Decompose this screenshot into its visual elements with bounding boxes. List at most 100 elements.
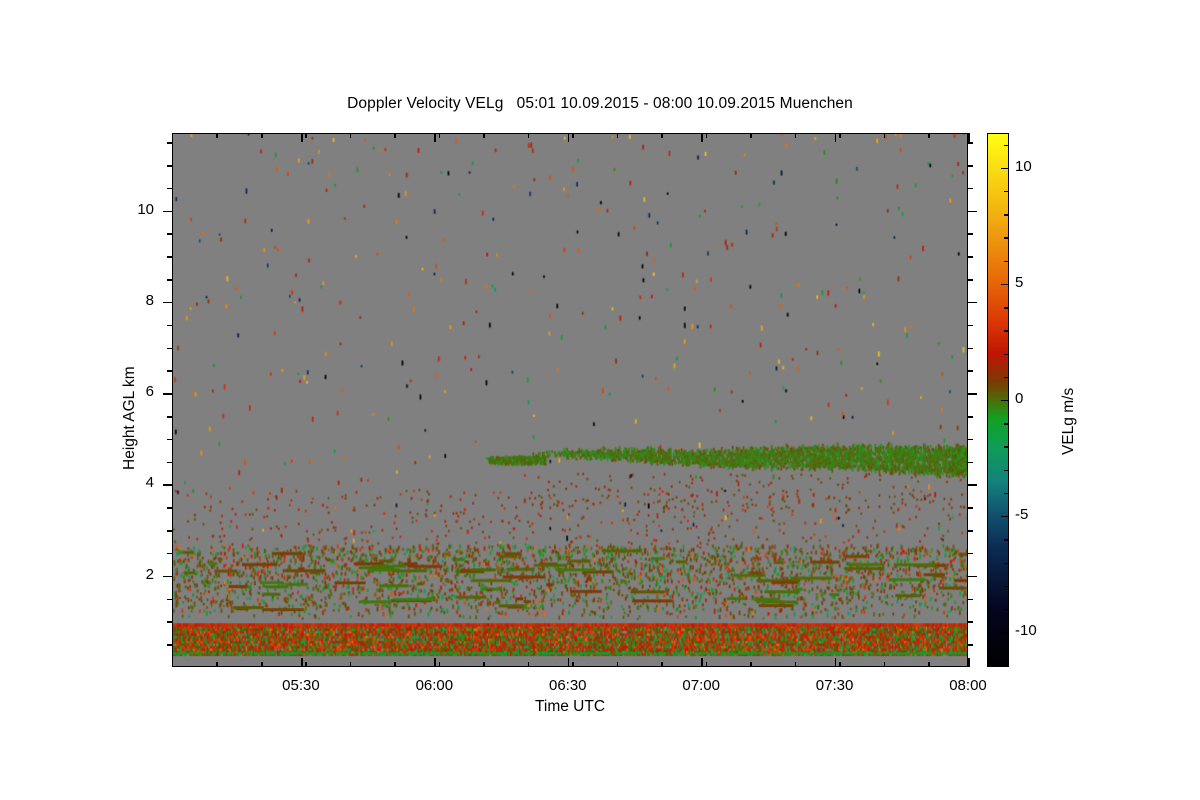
x-tick-label: 06:00	[415, 677, 454, 694]
x-axis-title: Time UTC	[534, 698, 606, 715]
colorbar-tick-minor	[1004, 562, 1008, 564]
x-tick-minor-top	[394, 133, 396, 138]
colorbar-tick-minor	[1004, 492, 1008, 495]
x-tick-label: 07:30	[815, 677, 854, 694]
x-tick-major	[434, 658, 436, 667]
y-tick-major	[163, 393, 172, 395]
x-tick-minor-top	[483, 133, 485, 138]
y-tick-label: 6	[145, 383, 154, 401]
y-tick-minor	[167, 187, 172, 190]
y-tick-major-right	[968, 210, 977, 213]
y-tick-minor	[167, 438, 172, 441]
y-tick-minor-right	[968, 324, 973, 327]
y-tick-minor-right	[968, 552, 973, 555]
x-tick-minor-top	[527, 133, 530, 138]
colorbar-gradient	[988, 134, 1008, 666]
y-tick-minor-right	[968, 347, 973, 350]
x-tick-minor-top	[839, 133, 841, 138]
page-title: Doppler Velocity VELg 05:01 10.09.2015 -…	[347, 95, 853, 112]
y-tick-minor	[167, 256, 172, 258]
y-tick-minor-right	[968, 187, 973, 190]
x-tick-minor	[661, 662, 663, 667]
y-tick-minor	[167, 621, 172, 623]
y-tick-major	[163, 210, 172, 213]
x-tick-minor	[794, 662, 797, 667]
x-tick-major-top	[434, 133, 436, 142]
colorbar-tick-major	[1001, 632, 1008, 634]
x-tick-minor	[438, 662, 441, 667]
y-tick-major	[163, 484, 172, 487]
y-tick-label: 2	[145, 565, 154, 583]
y-axis-title: Height AGL km	[121, 366, 138, 470]
y-tick-major-right	[968, 301, 977, 304]
x-tick-minor-top	[260, 133, 263, 138]
colorbar-tick-label: 5	[1015, 273, 1024, 291]
y-tick-minor	[167, 415, 172, 418]
y-tick-minor	[167, 347, 172, 350]
x-tick-major	[701, 658, 703, 667]
colorbar-tick-minor	[1004, 144, 1008, 146]
y-tick-label: 4	[145, 474, 154, 492]
x-tick-minor-top	[349, 133, 352, 138]
y-tick-minor-right	[968, 507, 973, 509]
x-tick-major	[968, 658, 970, 667]
x-tick-label: 06:30	[548, 677, 587, 694]
y-tick-minor-right	[968, 598, 973, 601]
colorbar-tick-minor	[1004, 539, 1008, 541]
y-tick-minor-right	[968, 370, 973, 372]
colorbar-tick-minor	[1004, 330, 1008, 332]
colorbar-tick-minor	[1004, 237, 1008, 239]
y-tick-minor-right	[968, 621, 973, 623]
x-tick-minor	[260, 662, 263, 667]
colorbar-tick-major	[1001, 516, 1008, 518]
x-tick-minor-top	[927, 133, 930, 138]
y-tick-major-right	[968, 484, 977, 487]
colorbar-tick-minor	[1004, 307, 1008, 309]
colorbar-tick-label: 0	[1015, 390, 1024, 407]
x-tick-minor	[305, 662, 307, 667]
x-tick-major-top	[567, 133, 570, 142]
x-tick-minor-top	[438, 133, 441, 138]
y-tick-major-right	[968, 393, 977, 395]
x-tick-minor	[527, 662, 530, 667]
x-tick-minor	[883, 662, 886, 667]
colorbar-tick-minor	[1004, 423, 1008, 425]
y-tick-minor-right	[968, 644, 973, 646]
x-tick-minor-top	[616, 133, 619, 138]
x-tick-minor	[216, 662, 219, 667]
x-tick-major	[300, 658, 303, 667]
y-tick-label: 10	[137, 200, 154, 218]
x-tick-minor	[927, 662, 930, 667]
x-tick-major	[567, 658, 570, 667]
y-tick-minor-right	[968, 256, 973, 258]
colorbar-tick-label: -10	[1015, 622, 1037, 640]
colorbar-tick-label: -5	[1015, 506, 1029, 524]
x-tick-minor-top	[705, 133, 708, 138]
y-tick-minor	[167, 552, 172, 555]
x-tick-minor	[349, 662, 352, 667]
x-tick-minor	[750, 662, 752, 667]
colorbar-tick-minor	[1004, 585, 1008, 588]
x-tick-minor	[839, 662, 841, 667]
colorbar-tick-minor	[1004, 446, 1008, 448]
colorbar-tick-minor	[1004, 260, 1008, 263]
colorbar-tick-label: 10	[1015, 157, 1032, 175]
y-tick-minor	[167, 370, 172, 372]
colorbar-tick-major	[1001, 400, 1008, 402]
x-tick-minor	[394, 662, 396, 667]
x-tick-major-top	[300, 133, 303, 142]
y-tick-minor-right	[968, 142, 973, 144]
colorbar-tick-minor	[1004, 608, 1008, 611]
x-tick-major	[834, 658, 837, 667]
heatmap-plot-area	[172, 133, 968, 667]
y-tick-major-right	[968, 575, 977, 578]
x-tick-minor-top	[661, 133, 663, 138]
colorbar-tick-major	[1001, 283, 1008, 286]
y-tick-minor	[167, 507, 172, 509]
y-tick-minor-right	[968, 415, 973, 418]
colorbar-tick-minor	[1004, 376, 1008, 379]
x-tick-major-top	[834, 133, 837, 142]
y-tick-label: 8	[145, 291, 154, 309]
x-tick-minor-top	[883, 133, 886, 138]
y-tick-minor	[167, 164, 172, 167]
